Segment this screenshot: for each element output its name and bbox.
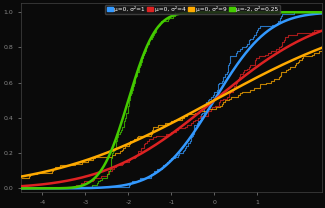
- Legend: μ=0, σ²=1, μ=0, σ²=4, μ=0, σ²=9, μ=-2, σ²=0.25: μ=0, σ²=1, μ=0, σ²=4, μ=0, σ²=9, μ=-2, σ…: [105, 5, 280, 14]
